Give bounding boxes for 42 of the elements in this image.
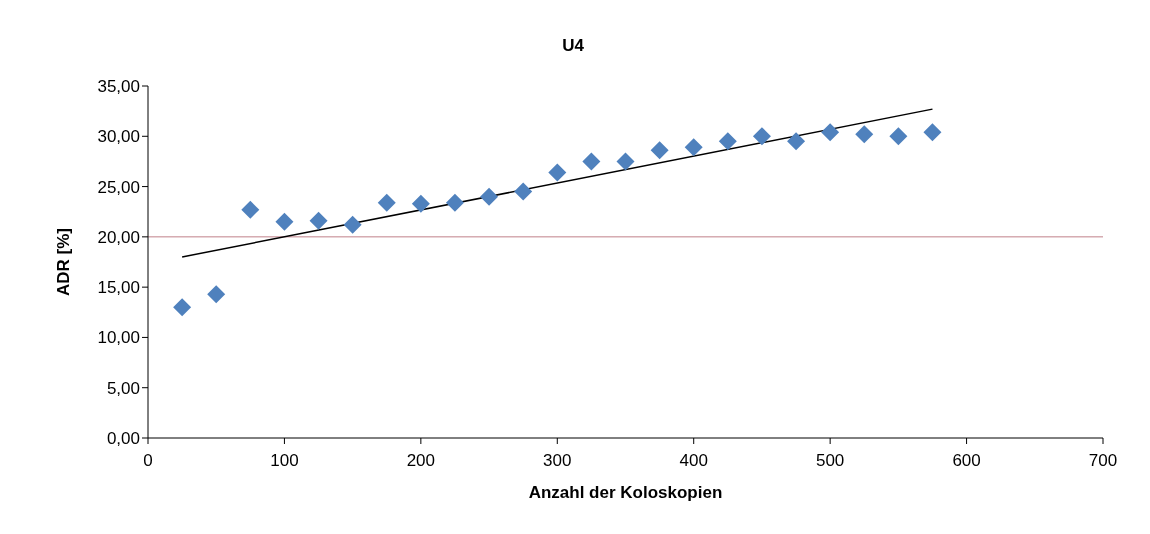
point xyxy=(173,298,192,317)
point xyxy=(923,123,942,142)
point xyxy=(445,193,464,212)
x-tick-label: 200 xyxy=(406,451,436,470)
y-tick-label: 5,00 xyxy=(106,378,140,398)
x-tick-label: 100 xyxy=(270,451,299,470)
point xyxy=(684,138,703,157)
y-tick-label: 25,00 xyxy=(97,177,140,197)
y-tick-label: 30,00 xyxy=(97,127,140,147)
point xyxy=(718,132,737,151)
x-tick-label: 600 xyxy=(952,451,981,470)
point xyxy=(514,182,533,201)
point xyxy=(275,212,294,231)
x-tick-label: 300 xyxy=(543,451,572,470)
point xyxy=(411,194,430,213)
x-tick-label: 0 xyxy=(143,451,153,470)
x-tick-label: 500 xyxy=(815,451,845,470)
point xyxy=(207,285,226,304)
point xyxy=(343,215,362,234)
point xyxy=(582,152,601,171)
point xyxy=(855,125,874,144)
point xyxy=(752,127,771,146)
y-tick-label: 0,00 xyxy=(106,429,140,449)
point xyxy=(480,187,499,206)
y-tick-label: 10,00 xyxy=(97,328,140,348)
y-tick-label: 15,00 xyxy=(97,278,140,298)
y-axis-title: ADR [%] xyxy=(54,228,74,296)
chart-title: U4 xyxy=(561,36,585,56)
x-tick-label: 700 xyxy=(1088,451,1118,470)
point xyxy=(377,193,396,212)
y-tick-label: 20,00 xyxy=(97,227,140,247)
point xyxy=(889,127,908,146)
point xyxy=(616,152,635,171)
point xyxy=(821,123,840,142)
y-tick-label: 35,00 xyxy=(97,77,140,97)
point xyxy=(548,163,567,182)
x-axis-title: Anzahl der Koloskopien xyxy=(528,483,723,502)
point xyxy=(309,211,328,230)
point xyxy=(241,200,260,219)
point xyxy=(787,132,806,151)
x-tick-label: 400 xyxy=(679,451,708,470)
point xyxy=(650,141,669,160)
